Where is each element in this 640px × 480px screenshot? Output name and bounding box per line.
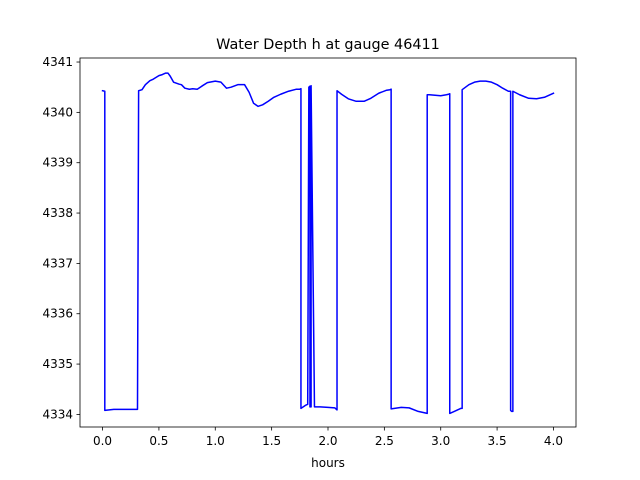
y-tick-label: 4341	[42, 55, 73, 69]
x-tick-label: 3.0	[431, 434, 450, 448]
x-tick-label: 0.0	[93, 434, 112, 448]
y-tick-label: 4337	[42, 256, 73, 270]
x-axis-ticks: 0.0 0.5 1.0 1.5 2.0 2.5 3.0 3.5 4.0	[93, 427, 563, 448]
x-tick-label: 0.5	[149, 434, 168, 448]
x-axis-label: hours	[311, 456, 345, 470]
y-tick-label: 4336	[42, 307, 73, 321]
y-tick-label: 4339	[42, 156, 73, 170]
series-line	[101, 72, 555, 415]
y-tick-label: 4335	[42, 357, 73, 371]
y-tick-label: 4334	[42, 407, 73, 421]
y-tick-label: 4340	[42, 105, 73, 119]
x-tick-label: 1.5	[262, 434, 281, 448]
x-tick-label: 2.5	[375, 434, 394, 448]
chart-title: Water Depth h at gauge 46411	[216, 37, 440, 53]
x-tick-label: 2.0	[318, 434, 337, 448]
y-axis-ticks: 4334 4335 4336 4337 4338 4339 4340 4341	[42, 55, 80, 421]
plot-area	[80, 58, 576, 427]
x-tick-label: 3.5	[488, 434, 507, 448]
y-tick-label: 4338	[42, 206, 73, 220]
x-tick-label: 4.0	[544, 434, 563, 448]
plot-frame	[79, 57, 577, 428]
x-tick-label: 1.0	[206, 434, 225, 448]
